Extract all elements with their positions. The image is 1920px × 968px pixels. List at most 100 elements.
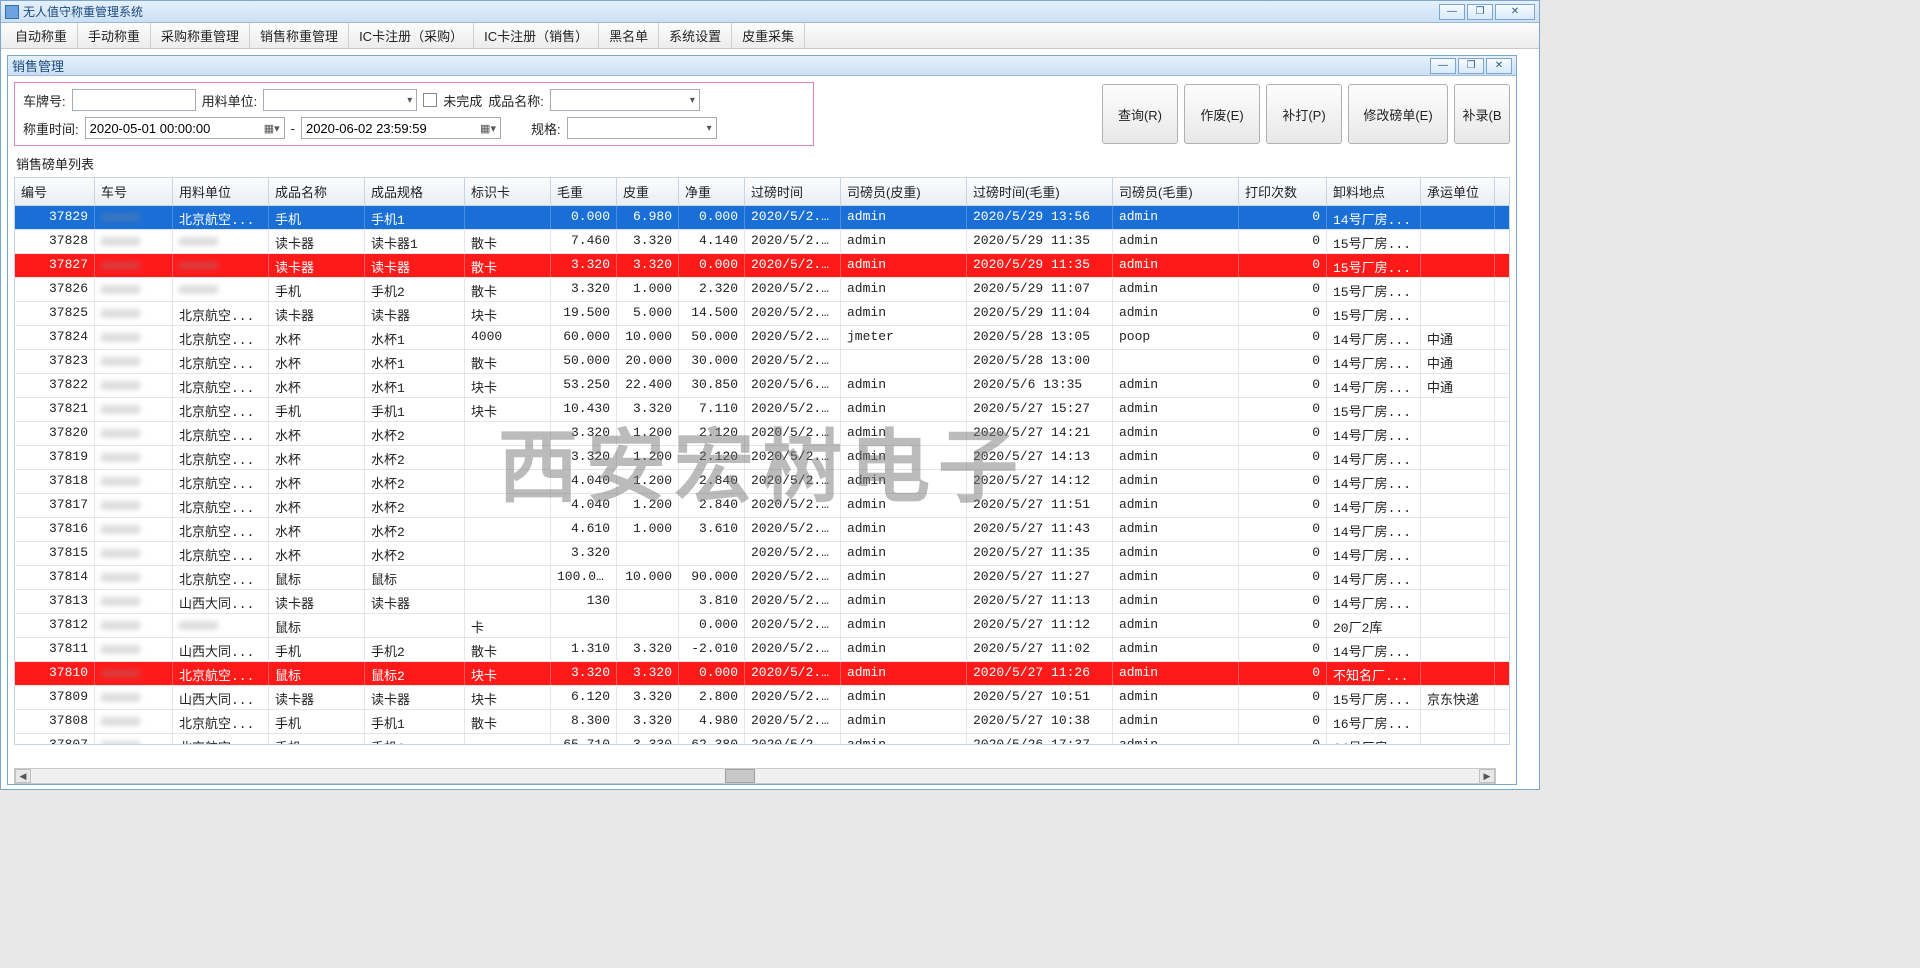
table-row[interactable]: 37817xxxxxx北京航空...水杯水杯24.0401.2002.84020… xyxy=(15,494,1509,518)
menu-item[interactable]: IC卡注册（销售） xyxy=(474,23,599,48)
column-header[interactable]: 成品规格 xyxy=(365,178,465,205)
table-cell: 2.840 xyxy=(679,470,745,493)
menu-item[interactable]: 系统设置 xyxy=(659,23,732,48)
table-cell: 3.810 xyxy=(679,590,745,613)
table-row[interactable]: 37826xxxxxxxxxxxx手机手机2散卡3.3201.0002.3202… xyxy=(15,278,1509,302)
table-row[interactable]: 37807xxxxxx北京航空...手机手机165.7103.33062.380… xyxy=(15,734,1509,745)
table-cell: 2020/5/27 11:02 xyxy=(967,638,1113,661)
table-cell xyxy=(1421,230,1495,253)
table-cell: admin xyxy=(841,734,967,745)
column-header[interactable]: 司磅员(毛重) xyxy=(1113,178,1239,205)
table-row[interactable]: 37829xxxxxx北京航空...手机手机10.0006.9800.00020… xyxy=(15,206,1509,230)
scroll-right-button[interactable]: ▶ xyxy=(1479,769,1495,783)
column-header[interactable]: 卸料地点 xyxy=(1327,178,1421,205)
unit-combo[interactable]: ▾ xyxy=(263,89,417,111)
menu-item[interactable]: IC卡注册（采购） xyxy=(349,23,474,48)
table-row[interactable]: 37823xxxxxx北京航空...水杯水杯1散卡50.00020.00030.… xyxy=(15,350,1509,374)
scroll-left-button[interactable]: ◀ xyxy=(15,769,31,783)
product-combo[interactable]: ▾ xyxy=(550,89,700,111)
menu-item[interactable]: 黑名单 xyxy=(599,23,659,48)
table-cell: 2020/5/6 13:35 xyxy=(967,374,1113,397)
table-row[interactable]: 37820xxxxxx北京航空...水杯水杯23.3201.2002.12020… xyxy=(15,422,1509,446)
date-to-input[interactable]: 2020-06-02 23:59:59▦▾ xyxy=(301,117,501,139)
edit-ticket-button[interactable]: 修改磅单(E) xyxy=(1348,84,1448,144)
table-row[interactable]: 37828xxxxxxxxxxxx读卡器读卡器1散卡7.4603.3204.14… xyxy=(15,230,1509,254)
table-row[interactable]: 37813xxxxxx山西大同...读卡器读卡器1303.8102020/5/2… xyxy=(15,590,1509,614)
inner-maximize-button[interactable]: ❐ xyxy=(1458,58,1484,74)
grid-body[interactable]: 37829xxxxxx北京航空...手机手机10.0006.9800.00020… xyxy=(15,206,1509,745)
add-button[interactable]: 补录(B xyxy=(1454,84,1510,144)
table-row[interactable]: 37808xxxxxx北京航空...手机手机1散卡8.3003.3204.980… xyxy=(15,710,1509,734)
table-cell: 2020/5/27 11:51 xyxy=(967,494,1113,517)
table-cell: 块卡 xyxy=(465,398,551,421)
table-cell: admin xyxy=(1113,278,1239,301)
table-cell: admin xyxy=(1113,614,1239,637)
reprint-button[interactable]: 补打(P) xyxy=(1266,84,1342,144)
close-button[interactable]: ✕ xyxy=(1495,4,1535,20)
inner-minimize-button[interactable]: — xyxy=(1430,58,1456,74)
column-header[interactable]: 过磅时间 xyxy=(745,178,841,205)
column-header[interactable]: 成品名称 xyxy=(269,178,365,205)
query-button[interactable]: 查询(R) xyxy=(1102,84,1178,144)
spec-combo[interactable]: ▾ xyxy=(567,117,717,139)
table-cell: 手机2 xyxy=(365,278,465,301)
menu-item[interactable]: 手动称重 xyxy=(78,23,151,48)
column-header[interactable]: 毛重 xyxy=(551,178,617,205)
table-cell: 3.320 xyxy=(551,662,617,685)
table-cell: admin xyxy=(841,302,967,325)
column-header[interactable]: 用料单位 xyxy=(173,178,269,205)
table-row[interactable]: 37822xxxxxx北京航空...水杯水杯1块卡53.25022.40030.… xyxy=(15,374,1509,398)
table-cell: 15号厂房... xyxy=(1327,302,1421,325)
menu-item[interactable]: 采购称重管理 xyxy=(151,23,250,48)
table-cell: 3.320 xyxy=(617,230,679,253)
column-header[interactable]: 编号 xyxy=(15,178,95,205)
void-button[interactable]: 作废(E) xyxy=(1184,84,1260,144)
column-header[interactable]: 打印次数 xyxy=(1239,178,1327,205)
table-row[interactable]: 37821xxxxxx北京航空...手机手机1块卡10.4303.3207.11… xyxy=(15,398,1509,422)
table-cell: admin xyxy=(841,278,967,301)
menu-item[interactable]: 自动称重 xyxy=(5,23,78,48)
table-cell: admin xyxy=(1113,398,1239,421)
titlebar[interactable]: 无人值守称重管理系统 — ❐ ✕ xyxy=(1,1,1539,23)
table-row[interactable]: 37816xxxxxx北京航空...水杯水杯24.6101.0003.61020… xyxy=(15,518,1509,542)
column-header[interactable]: 过磅时间(毛重) xyxy=(967,178,1113,205)
table-row[interactable]: 37818xxxxxx北京航空...水杯水杯24.0401.2002.84020… xyxy=(15,470,1509,494)
menu-item[interactable]: 销售称重管理 xyxy=(250,23,349,48)
table-row[interactable]: 37811xxxxxx山西大同...手机手机2散卡1.3103.320-2.01… xyxy=(15,638,1509,662)
table-cell: 37809 xyxy=(15,686,95,709)
table-row[interactable]: 37825xxxxxx北京航空...读卡器读卡器块卡19.5005.00014.… xyxy=(15,302,1509,326)
table-cell: 鼠标 xyxy=(269,662,365,685)
inner-titlebar[interactable]: 销售管理 — ❐ ✕ xyxy=(8,56,1516,76)
table-row[interactable]: 37815xxxxxx北京航空...水杯水杯23.3202020/5/2...a… xyxy=(15,542,1509,566)
column-header[interactable]: 皮重 xyxy=(617,178,679,205)
horizontal-scrollbar[interactable]: ◀ ▶ xyxy=(14,768,1496,784)
table-cell: -2.010 xyxy=(679,638,745,661)
unfinished-checkbox[interactable] xyxy=(423,93,437,107)
table-row[interactable]: 37819xxxxxx北京航空...水杯水杯23.3201.2002.12020… xyxy=(15,446,1509,470)
column-header[interactable]: 标识卡 xyxy=(465,178,551,205)
column-header[interactable]: 净重 xyxy=(679,178,745,205)
table-row[interactable]: 37824xxxxxx北京航空...水杯水杯1400060.00010.0005… xyxy=(15,326,1509,350)
table-cell: admin xyxy=(841,470,967,493)
table-row[interactable]: 37810xxxxxx北京航空...鼠标鼠标2块卡3.3203.3200.000… xyxy=(15,662,1509,686)
column-header[interactable]: 司磅员(皮重) xyxy=(841,178,967,205)
scroll-thumb[interactable] xyxy=(725,769,755,783)
menu-item[interactable]: 皮重采集 xyxy=(732,23,805,48)
table-cell: 10.000 xyxy=(617,566,679,589)
inner-close-button[interactable]: ✕ xyxy=(1486,58,1512,74)
table-row[interactable]: 37827xxxxxxxxxxxx读卡器读卡器散卡3.3203.3200.000… xyxy=(15,254,1509,278)
plate-input[interactable] xyxy=(72,89,196,111)
table-cell: 90.000 xyxy=(679,566,745,589)
table-row[interactable]: 37814xxxxxx北京航空...鼠标鼠标100.00010.00090.00… xyxy=(15,566,1509,590)
data-grid: 编号车号用料单位成品名称成品规格标识卡毛重皮重净重过磅时间司磅员(皮重)过磅时间… xyxy=(14,177,1510,745)
minimize-button[interactable]: — xyxy=(1439,4,1465,20)
maximize-button[interactable]: ❐ xyxy=(1467,4,1493,20)
table-cell: 37808 xyxy=(15,710,95,733)
table-cell: 8.300 xyxy=(551,710,617,733)
date-from-input[interactable]: 2020-05-01 00:00:00▦▾ xyxy=(85,117,285,139)
table-row[interactable]: 37812xxxxxxxxxxxx鼠标卡0.0002020/5/2...admi… xyxy=(15,614,1509,638)
table-row[interactable]: 37809xxxxxx山西大同...读卡器读卡器块卡6.1203.3202.80… xyxy=(15,686,1509,710)
column-header[interactable]: 车号 xyxy=(95,178,173,205)
table-cell: 3.330 xyxy=(617,734,679,745)
column-header[interactable]: 承运单位 xyxy=(1421,178,1495,205)
